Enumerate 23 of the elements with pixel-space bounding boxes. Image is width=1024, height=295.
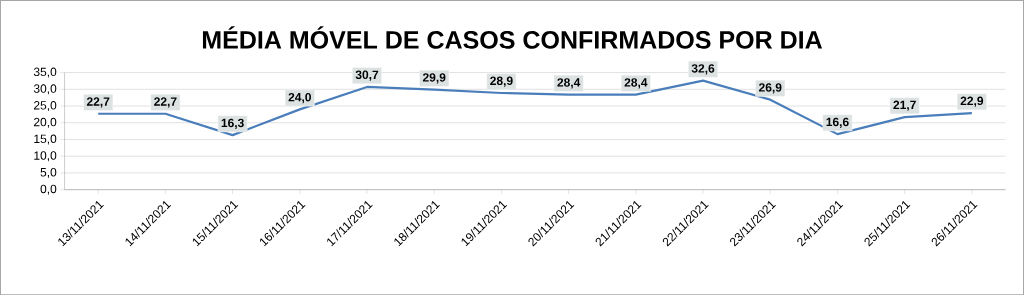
y-tick-label: 35,0 bbox=[33, 67, 57, 78]
data-label: 28,9 bbox=[490, 76, 513, 87]
data-label: 30,7 bbox=[355, 70, 379, 81]
data-label: 29,9 bbox=[422, 73, 446, 84]
data-label: 28,4 bbox=[624, 78, 648, 89]
data-label: 22,7 bbox=[86, 97, 110, 108]
data-label: 22,9 bbox=[960, 96, 984, 107]
data-label: 28,4 bbox=[557, 78, 581, 89]
data-label: 16,6 bbox=[826, 117, 849, 128]
data-label: 26,9 bbox=[758, 83, 782, 94]
y-tick-label: 20,0 bbox=[33, 117, 57, 128]
y-tick-label: 5,0 bbox=[40, 167, 57, 178]
y-tick-label: 0,0 bbox=[40, 184, 57, 195]
y-tick-label: 25,0 bbox=[33, 100, 57, 111]
data-label: 21,7 bbox=[893, 100, 916, 111]
y-tick-label: 15,0 bbox=[34, 134, 57, 145]
data-label: 22,7 bbox=[154, 97, 177, 108]
data-label: 24,0 bbox=[288, 92, 311, 104]
chart-title: MÉDIA MÓVEL DE CASOS CONFIRMADOS POR DIA bbox=[202, 26, 823, 49]
data-label: 32,6 bbox=[691, 64, 715, 75]
y-tick-label: 10,0 bbox=[34, 151, 57, 162]
y-tick-label: 30,0 bbox=[33, 84, 57, 95]
data-label: 16,3 bbox=[221, 118, 244, 129]
